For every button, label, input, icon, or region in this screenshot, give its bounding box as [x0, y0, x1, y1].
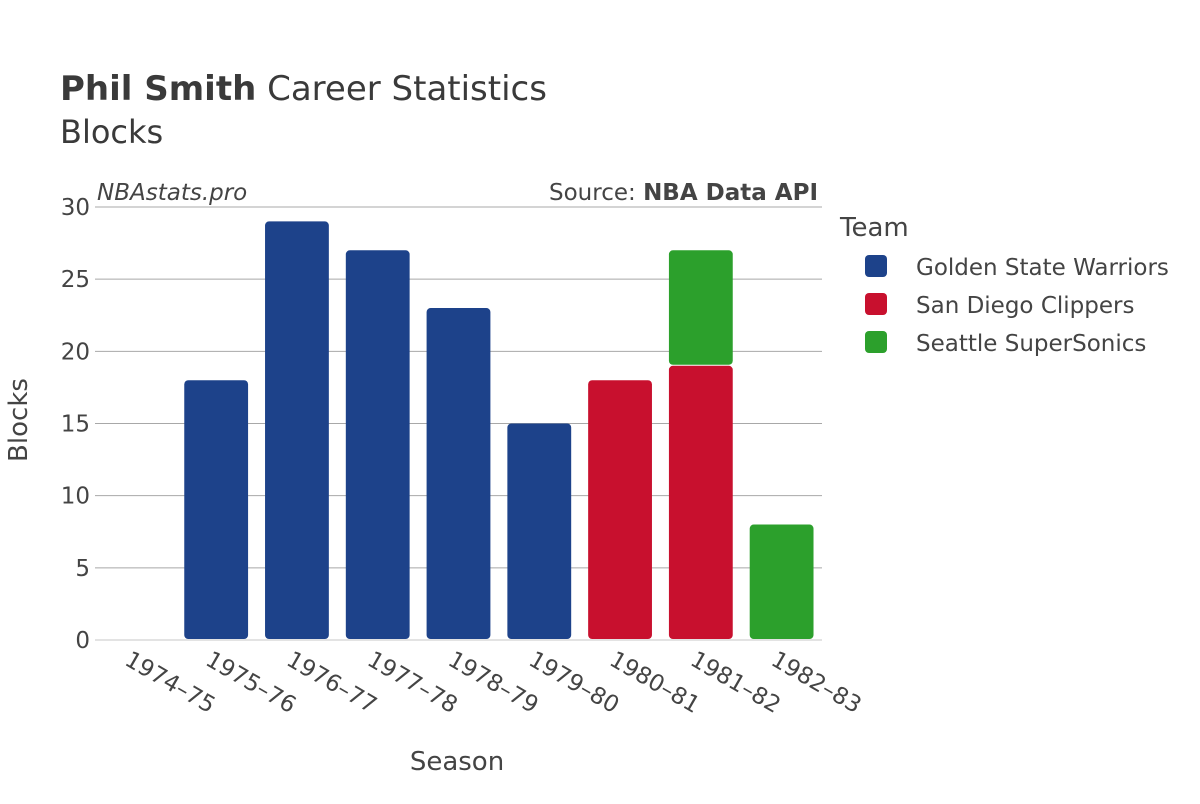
bar-golden-state-warriors [184, 380, 249, 639]
title-rest: Career Statistics [256, 69, 547, 109]
source-name: NBA Data API [643, 180, 818, 206]
y-tick-label: 20 [61, 339, 90, 365]
bar-golden-state-warriors [507, 423, 572, 639]
bar-seattle-supersonics [749, 524, 814, 639]
y-tick-label: 10 [61, 484, 90, 510]
bar-golden-state-warriors [265, 221, 329, 639]
source-label: Source: NBA Data API [549, 180, 818, 206]
x-tick-label: 1976–77 [282, 647, 381, 719]
chart-subtitle: Blocks [60, 113, 163, 151]
x-axis-label: Season [410, 747, 504, 777]
legend-swatch [865, 293, 887, 315]
x-tick-label: 1975–76 [201, 647, 300, 719]
bar-seattle-supersonics [668, 250, 733, 365]
x-tick-label: 1979–80 [524, 647, 623, 719]
y-tick-labels: 0 5 10 15 20 25 30 [61, 195, 90, 654]
bar-san-diego-clippers [668, 365, 733, 639]
x-tick-label: 1982–83 [767, 647, 866, 719]
x-tick-label: 1977–78 [363, 647, 462, 719]
legend-swatch [865, 331, 887, 353]
title-player-name: Phil Smith [60, 69, 256, 109]
x-tick-labels: 1974–751975–761976–771977–781978–791979–… [120, 647, 865, 719]
y-tick-label: 5 [75, 556, 90, 582]
legend: Golden State Warriors San Diego Clippers S… [865, 255, 1169, 357]
x-tick-label: 1980–81 [605, 647, 704, 719]
watermark: NBAstats.pro [97, 180, 247, 206]
legend-label: Golden State Warriors [916, 255, 1169, 281]
y-axis-label: Blocks [4, 378, 34, 462]
x-tick-label: 1981–82 [686, 647, 785, 719]
y-tick-label: 15 [61, 412, 90, 438]
x-tick-label: 1974–75 [120, 647, 219, 719]
bars [184, 221, 814, 640]
bar-golden-state-warriors [426, 308, 491, 639]
bar-san-diego-clippers [588, 380, 652, 639]
y-tick-label: 30 [61, 195, 90, 221]
legend-swatch [865, 255, 887, 277]
y-tick-label: 0 [75, 628, 90, 654]
chart-title: Phil Smith Career Statistics [60, 69, 547, 109]
x-tick-label: 1978–79 [444, 647, 543, 719]
bar-golden-state-warriors [345, 250, 410, 640]
legend-label: San Diego Clippers [916, 293, 1134, 319]
y-tick-label: 25 [61, 267, 90, 293]
source-prefix: Source: [549, 180, 643, 206]
legend-title: Team [839, 213, 909, 243]
legend-label: Seattle SuperSonics [916, 331, 1146, 357]
